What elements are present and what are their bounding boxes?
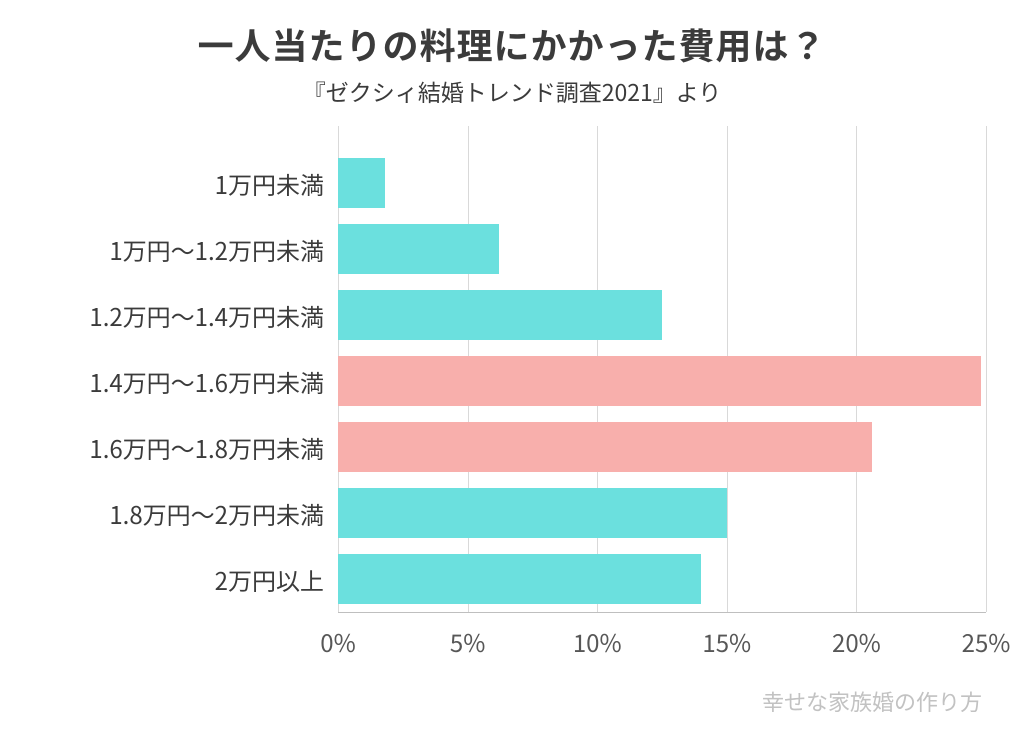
bar-track: [338, 216, 986, 282]
plot-area: 0%5%10%15%20%25%1万円未満1万円〜1.2万円未満1.2万円〜1.…: [38, 126, 986, 644]
bar-row: 1万円未満: [38, 150, 986, 216]
x-tick-label: 10%: [573, 624, 622, 659]
bar: [338, 554, 701, 604]
x-tick-label: 20%: [832, 624, 881, 659]
chart-title: 一人当たりの料理にかかった費用は？: [38, 18, 986, 70]
y-category-label: 1.4万円〜1.6万円未満: [38, 364, 338, 399]
footer-credit: 幸せな家族婚の作り方: [762, 685, 982, 717]
chart-container: 一人当たりの料理にかかった費用は？ 『ゼクシィ結婚トレンド調査2021』より 0…: [0, 0, 1024, 731]
bar: [338, 290, 662, 340]
y-category-label: 1万円〜1.2万円未満: [38, 232, 338, 267]
bar-track: [338, 282, 986, 348]
y-category-label: 2万円以上: [38, 562, 338, 597]
bar-track: [338, 546, 986, 612]
x-tick-label: 15%: [702, 624, 751, 659]
bar: [338, 224, 499, 274]
y-category-label: 1万円未満: [38, 166, 338, 201]
bar: [338, 356, 981, 406]
bar-row: 2万円以上: [38, 546, 986, 612]
bar: [338, 158, 385, 208]
x-tick-label: 5%: [450, 624, 485, 659]
bar-track: [338, 348, 986, 414]
y-category-label: 1.6万円〜1.8万円未満: [38, 430, 338, 465]
gridline: [986, 126, 987, 612]
bar-track: [338, 150, 986, 216]
bar-track: [338, 480, 986, 546]
bar-row: 1万円〜1.2万円未満: [38, 216, 986, 282]
bar: [338, 422, 872, 472]
x-axis-line: [338, 612, 986, 613]
y-category-label: 1.8万円〜2万円未満: [38, 496, 338, 531]
bar-track: [338, 414, 986, 480]
y-category-label: 1.2万円〜1.4万円未満: [38, 298, 338, 333]
bar-row: 1.4万円〜1.6万円未満: [38, 348, 986, 414]
chart-subtitle: 『ゼクシィ結婚トレンド調査2021』より: [38, 74, 986, 108]
bar-row: 1.6万円〜1.8万円未満: [38, 414, 986, 480]
x-tick-label: 0%: [320, 624, 355, 659]
bar-row: 1.2万円〜1.4万円未満: [38, 282, 986, 348]
x-tick-label: 25%: [962, 624, 1011, 659]
bar-row: 1.8万円〜2万円未満: [38, 480, 986, 546]
bar: [338, 488, 727, 538]
